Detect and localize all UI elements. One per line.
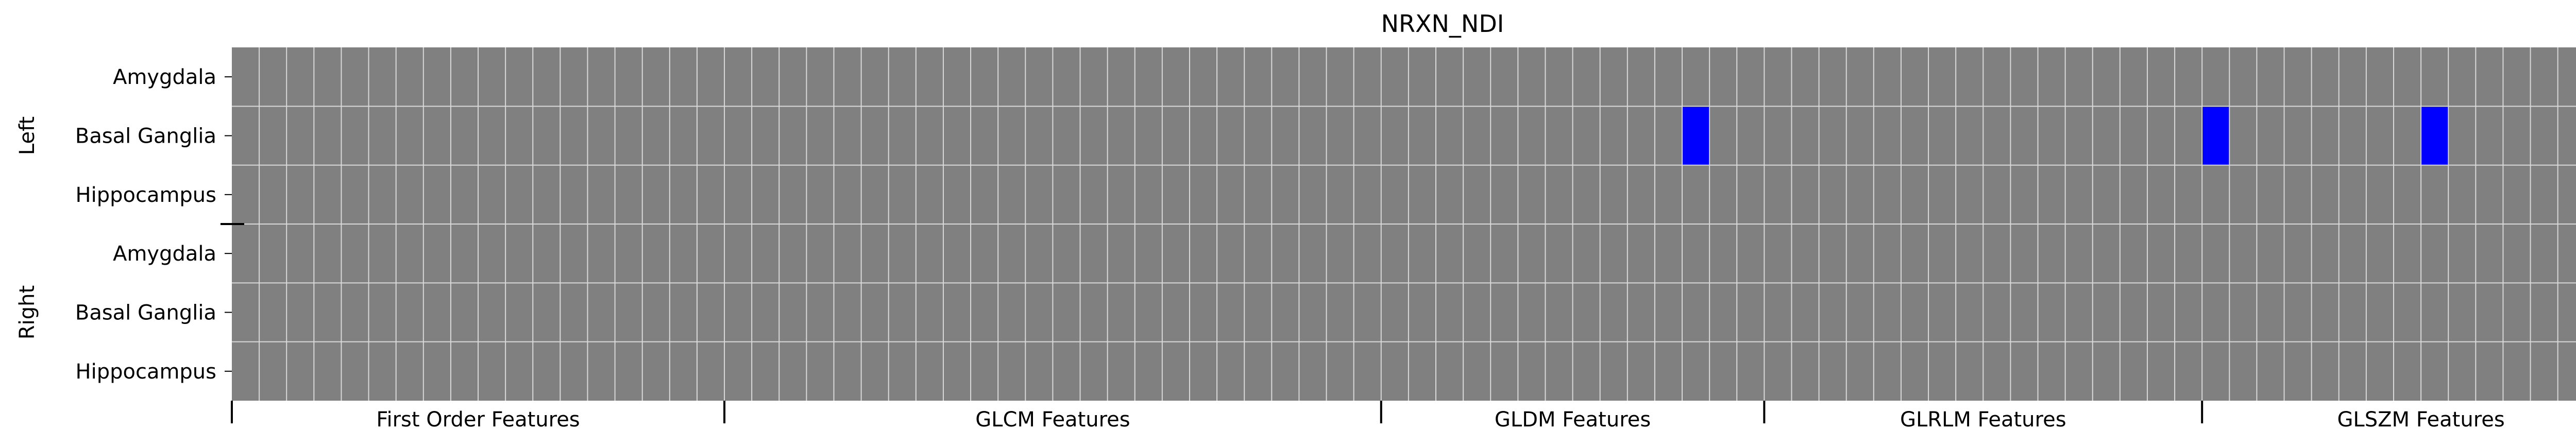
feature-group-label: GLSZM Features <box>2337 408 2504 432</box>
row-label: Hippocampus <box>76 183 217 207</box>
group-label: Left <box>15 116 39 155</box>
highlighted-cell <box>2202 107 2229 165</box>
feature-group-label: First Order Features <box>376 408 580 432</box>
row-labels: Amygdala Basal Ganglia Hippocampus Amygdala… <box>75 65 232 384</box>
row-label: Basal Ganglia <box>75 301 216 325</box>
heatmap-gridlines <box>232 47 2576 401</box>
group-labels: Left Right <box>15 116 244 339</box>
feature-group-label: GLRLM Features <box>1900 408 2066 432</box>
group-label: Right <box>15 285 39 339</box>
row-label: Hippocampus <box>76 360 217 384</box>
highlighted-cell <box>2421 107 2448 165</box>
feature-group-axis: First Order Features GLCM Features GLDM Fe… <box>231 401 2505 432</box>
highlighted-cells <box>1683 107 2448 165</box>
row-label: Amygdala <box>113 65 216 89</box>
feature-group-label: GLCM Features <box>975 408 1130 432</box>
chart-title: NRXN_NDI <box>1381 10 1504 38</box>
row-label: Basal Ganglia <box>75 125 216 148</box>
row-label: Amygdala <box>113 242 216 266</box>
highlighted-cell <box>1683 107 1709 165</box>
feature-group-label: GLDM Features <box>1495 408 1651 432</box>
